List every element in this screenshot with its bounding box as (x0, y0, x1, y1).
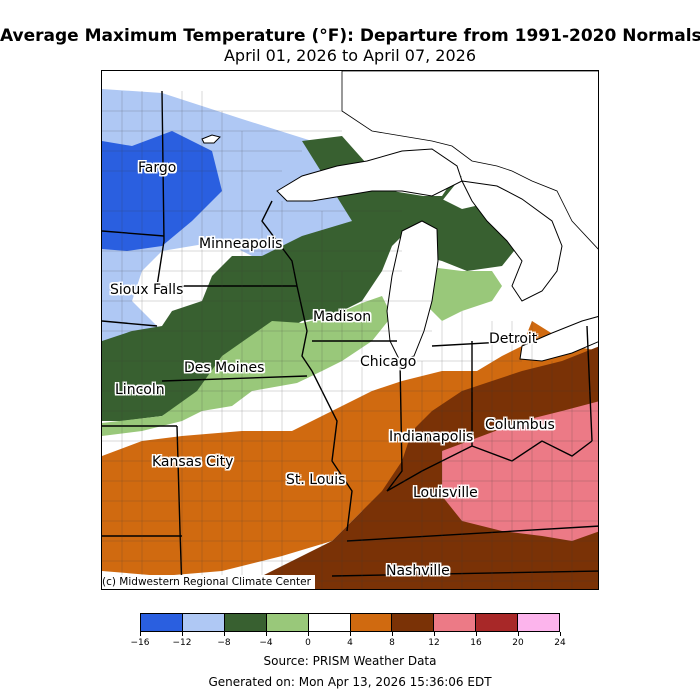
city-label-sioux-falls: Sioux Falls (110, 282, 184, 298)
region-orange (102, 321, 598, 576)
city-label-nashville: Nashville (386, 563, 450, 579)
region-dark-blue (102, 131, 222, 251)
lake-erie (519, 316, 598, 362)
legend-tick-label: −4 (259, 638, 273, 648)
legend-tick-label: −8 (217, 638, 231, 648)
legend-swatch (265, 614, 308, 631)
source-note: Source: PRISM Weather Data (263, 654, 437, 668)
city-label-detroit: Detroit (489, 331, 538, 347)
legend-colorbar (140, 613, 560, 632)
legend-tick-label: 20 (512, 638, 524, 648)
city-label-kansas-city: Kansas City (152, 454, 234, 470)
border-ia-il (296, 285, 313, 372)
legend-swatch (307, 614, 350, 631)
legend-tick-mark (349, 632, 351, 636)
border-sd-ne (102, 320, 158, 327)
map-panel: Fargo Minneapolis Sioux Falls Madison De… (101, 70, 599, 590)
city-label-indianapolis: Indianapolis (389, 429, 474, 445)
legend-tick-mark (265, 632, 267, 636)
region-pink (442, 401, 598, 541)
canada-land (341, 71, 598, 250)
border-ia-mo (161, 375, 308, 382)
legend-tick-label: 24 (554, 638, 566, 648)
legend-tick-mark (559, 632, 561, 636)
legend-swatch (223, 614, 266, 631)
county-grid (102, 91, 598, 589)
city-label-louisville: Louisville (413, 485, 478, 501)
border-oh-pa (586, 325, 593, 442)
copyright-note: (c) Midwestern Regional Climate Center (102, 575, 315, 589)
legend-swatch (181, 614, 224, 631)
legend-tick-label: 0 (305, 638, 311, 648)
legend-tick-mark (307, 632, 309, 636)
temperature-departure-map (102, 71, 598, 589)
region-light-green-mi (422, 266, 502, 321)
legend-swatch (141, 614, 182, 631)
border-mi-oh (431, 340, 523, 347)
generated-timestamp: Generated on: Mon Apr 13, 2026 15:36:06 … (208, 675, 492, 689)
city-label-fargo: Fargo (138, 160, 177, 176)
map-title: Average Maximum Temperature (°F): Depart… (0, 26, 700, 46)
legend-tick-mark (223, 632, 225, 636)
city-label-madison: Madison (313, 309, 372, 325)
lake-winnipeg-small (201, 134, 221, 144)
lake-michigan (386, 220, 439, 362)
great-lakes (201, 134, 598, 362)
lake-huron (461, 180, 563, 302)
legend-tick-mark (181, 632, 183, 636)
city-label-minneapolis: Minneapolis (199, 236, 283, 252)
legend-tick-mark (475, 632, 477, 636)
county-lines-v (121, 91, 573, 589)
border-ky-tn (346, 525, 598, 542)
legend-ticks: −16 −12 −8 −4 0 4 8 12 16 20 24 (131, 632, 566, 650)
legend-tick-label: −16 (130, 638, 150, 648)
legend-tick-label: −12 (172, 638, 192, 648)
legend-swatch (391, 614, 434, 631)
border-nd-sd (102, 230, 165, 237)
legend-swatch (475, 614, 518, 631)
legend-tick-mark (433, 632, 435, 636)
legend-swatch (433, 614, 476, 631)
legend-tick-mark (517, 632, 519, 636)
city-label-st-louis: St. Louis (286, 472, 346, 488)
legend-tick-label: 12 (428, 638, 440, 648)
legend-tick-mark (139, 632, 141, 636)
legend-tick-label: 8 (389, 638, 395, 648)
border-tn-south (331, 570, 598, 577)
legend-tick-label: 16 (470, 638, 482, 648)
city-label-lincoln: Lincoln (115, 382, 165, 398)
map-subtitle: April 01, 2026 to April 07, 2026 (223, 46, 477, 65)
legend-tick-mark (391, 632, 393, 636)
city-label-chicago: Chicago (360, 354, 417, 370)
city-label-des-moines: Des Moines (184, 360, 265, 376)
border-il-in (386, 360, 403, 492)
legend-tick-label: 4 (347, 638, 353, 648)
legend-swatch (349, 614, 392, 631)
city-label-columbus: Columbus (485, 417, 555, 433)
legend-swatch (517, 614, 560, 631)
